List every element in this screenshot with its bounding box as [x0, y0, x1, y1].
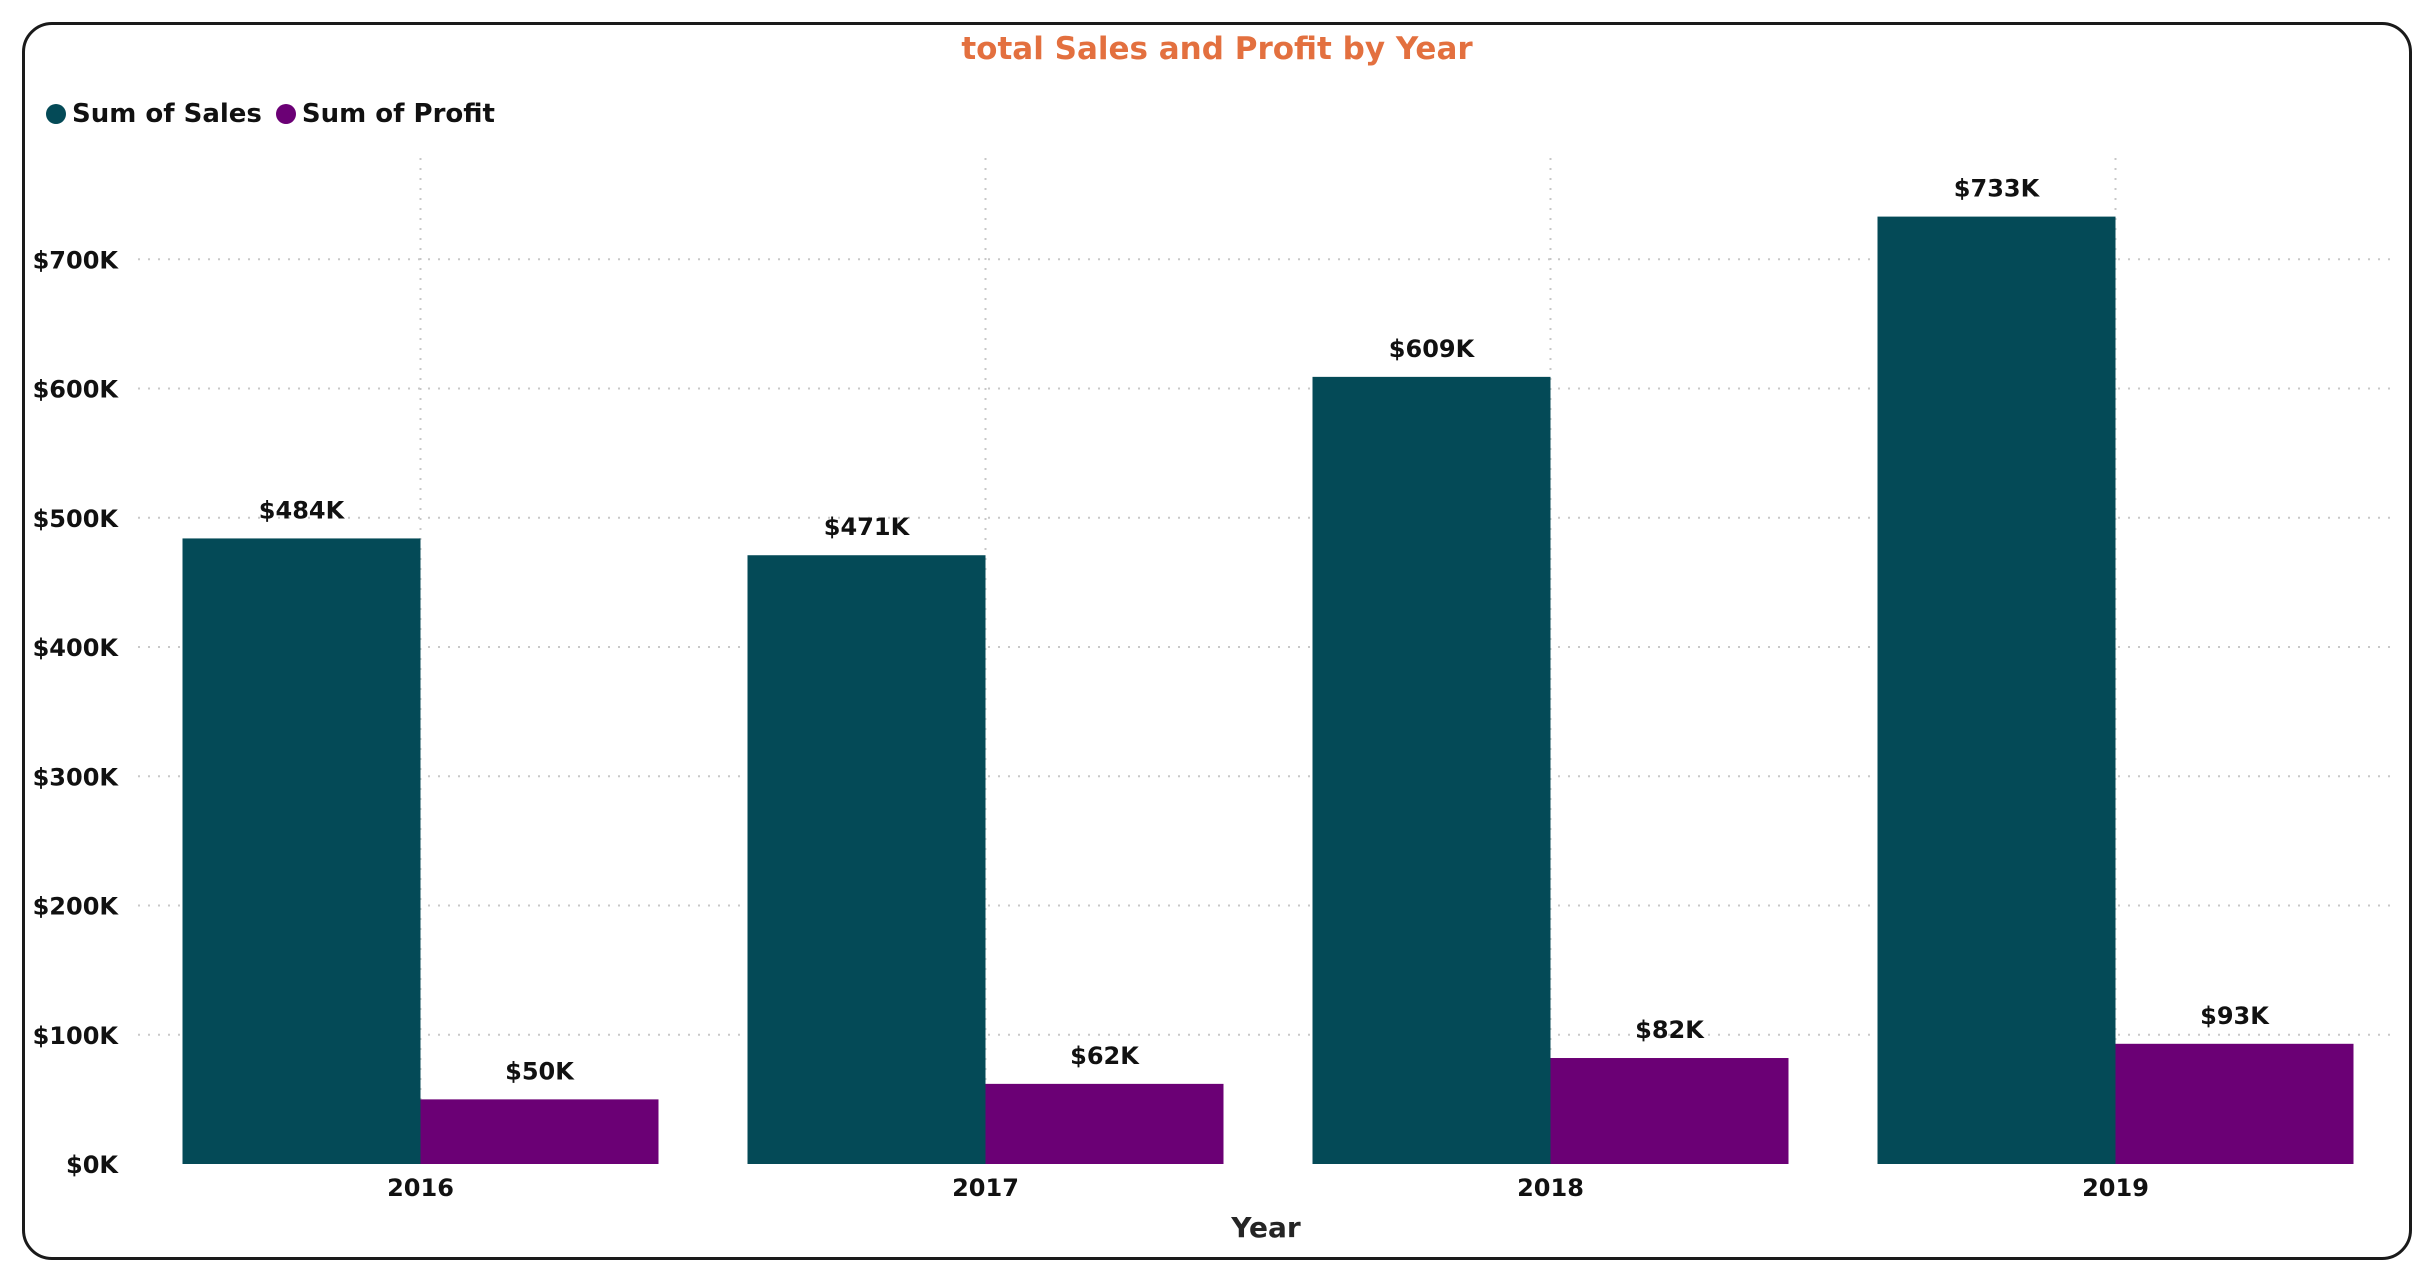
bar-profit[interactable]: [985, 1083, 1224, 1164]
data-label-sales: $733K: [1954, 175, 2041, 203]
y-tick-label: $700K: [33, 246, 120, 274]
x-tick-label: 2018: [1517, 1174, 1584, 1202]
x-tick-label: 2016: [387, 1174, 454, 1202]
data-label-sales: $471K: [824, 513, 911, 541]
bar-sales[interactable]: [747, 555, 986, 1164]
y-tick-label: $300K: [33, 763, 120, 791]
data-label-profit: $82K: [1635, 1016, 1705, 1044]
x-tick-label: 2019: [2082, 1174, 2149, 1202]
y-tick-label: $400K: [33, 634, 120, 662]
legend-label-profit: Sum of Profit: [301, 99, 495, 129]
data-label-profit: $93K: [2200, 1002, 2270, 1030]
bar-sales[interactable]: [1877, 216, 2116, 1164]
data-label-profit: $50K: [505, 1057, 575, 1085]
y-tick-label: $0K: [66, 1151, 119, 1179]
bar-profit[interactable]: [1550, 1058, 1789, 1164]
chart-title: total Sales and Profit by Year: [961, 31, 1473, 67]
bar-sales[interactable]: [1312, 376, 1551, 1164]
legend-item-profit[interactable]: Sum of Profit: [275, 99, 495, 129]
bar-profit[interactable]: [2115, 1043, 2354, 1164]
legend-label-sales: Sum of Sales: [72, 99, 262, 129]
y-tick-label: $500K: [33, 505, 120, 533]
data-label-sales: $484K: [259, 496, 346, 524]
y-tick-label: $600K: [33, 376, 120, 404]
legend: Sum of Sales Sum of Profit: [46, 99, 495, 129]
legend-item-sales[interactable]: Sum of Sales: [46, 99, 262, 129]
legend-swatch-sales: [46, 104, 66, 124]
y-tick-label: $100K: [33, 1022, 120, 1050]
data-label-sales: $609K: [1389, 335, 1476, 363]
bar-sales[interactable]: [182, 538, 421, 1164]
x-tick-label: 2017: [952, 1174, 1019, 1202]
legend-swatch-profit: [275, 104, 296, 124]
y-tick-label: $200K: [33, 893, 120, 921]
x-axis-title: Year: [1230, 1211, 1301, 1244]
data-label-profit: $62K: [1070, 1042, 1140, 1070]
bar-profit[interactable]: [420, 1099, 659, 1164]
